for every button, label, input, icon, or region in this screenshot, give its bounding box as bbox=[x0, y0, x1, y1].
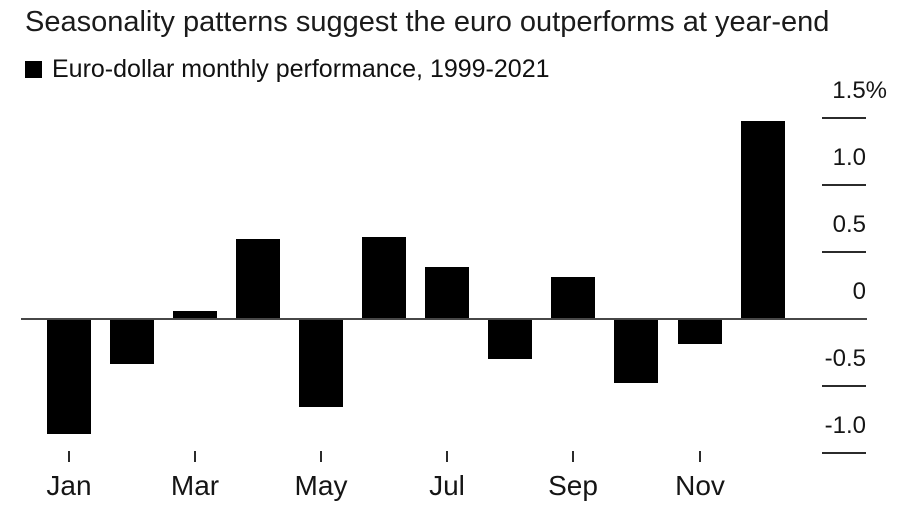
bar-apr bbox=[236, 239, 280, 319]
bar-oct bbox=[614, 320, 658, 383]
y-tick-label-1.0: 1.0 bbox=[832, 144, 866, 171]
chart-legend: Euro-dollar monthly performance, 1999-20… bbox=[25, 55, 550, 84]
x-tick-sep bbox=[572, 451, 574, 462]
y-tick-1.5% bbox=[822, 117, 866, 119]
y-tick-1.0 bbox=[822, 184, 866, 186]
bar-dec bbox=[741, 121, 785, 319]
bar-aug bbox=[488, 320, 532, 359]
chart-title: Seasonality patterns suggest the euro ou… bbox=[25, 6, 830, 38]
y-tick-label--0.5: -0.5 bbox=[824, 345, 866, 372]
legend-swatch-icon bbox=[25, 61, 42, 78]
y-tick-label-0: 0 bbox=[852, 278, 866, 305]
bar-nov bbox=[678, 320, 722, 344]
y-tick--0.5 bbox=[822, 385, 866, 387]
month-label-nov: Nov bbox=[675, 470, 725, 501]
month-label-sep: Sep bbox=[548, 470, 598, 501]
bar-sep bbox=[551, 277, 595, 319]
y-tick-0.5 bbox=[822, 251, 866, 253]
x-tick-mar bbox=[194, 451, 196, 462]
y-tick-label-1.5%: 1.5% bbox=[832, 77, 887, 104]
y-tick-label-0.5: 0.5 bbox=[832, 211, 866, 238]
x-tick-jan bbox=[68, 451, 70, 462]
month-label-jul: Jul bbox=[429, 470, 465, 501]
month-label-mar: Mar bbox=[170, 470, 220, 501]
y-tick--1.0 bbox=[822, 452, 866, 454]
bar-jan bbox=[47, 320, 91, 434]
x-tick-nov bbox=[699, 451, 701, 462]
zero-axis-line bbox=[21, 318, 867, 320]
bar-may bbox=[299, 320, 343, 407]
month-label-may: May bbox=[294, 470, 348, 501]
x-tick-jul bbox=[446, 451, 448, 462]
y-tick-label--1.0: -1.0 bbox=[824, 412, 866, 439]
bar-jun bbox=[362, 237, 406, 319]
bar-jul bbox=[425, 267, 469, 319]
x-tick-may bbox=[320, 451, 322, 462]
bar-feb bbox=[110, 320, 154, 364]
month-label-jan: Jan bbox=[46, 470, 92, 501]
legend-label: Euro-dollar monthly performance, 1999-20… bbox=[52, 55, 550, 83]
bar-mar bbox=[173, 311, 217, 319]
